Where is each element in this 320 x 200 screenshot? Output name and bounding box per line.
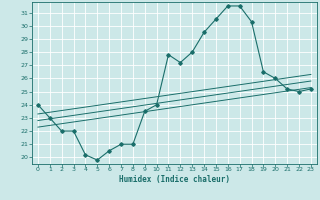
X-axis label: Humidex (Indice chaleur): Humidex (Indice chaleur) <box>119 175 230 184</box>
